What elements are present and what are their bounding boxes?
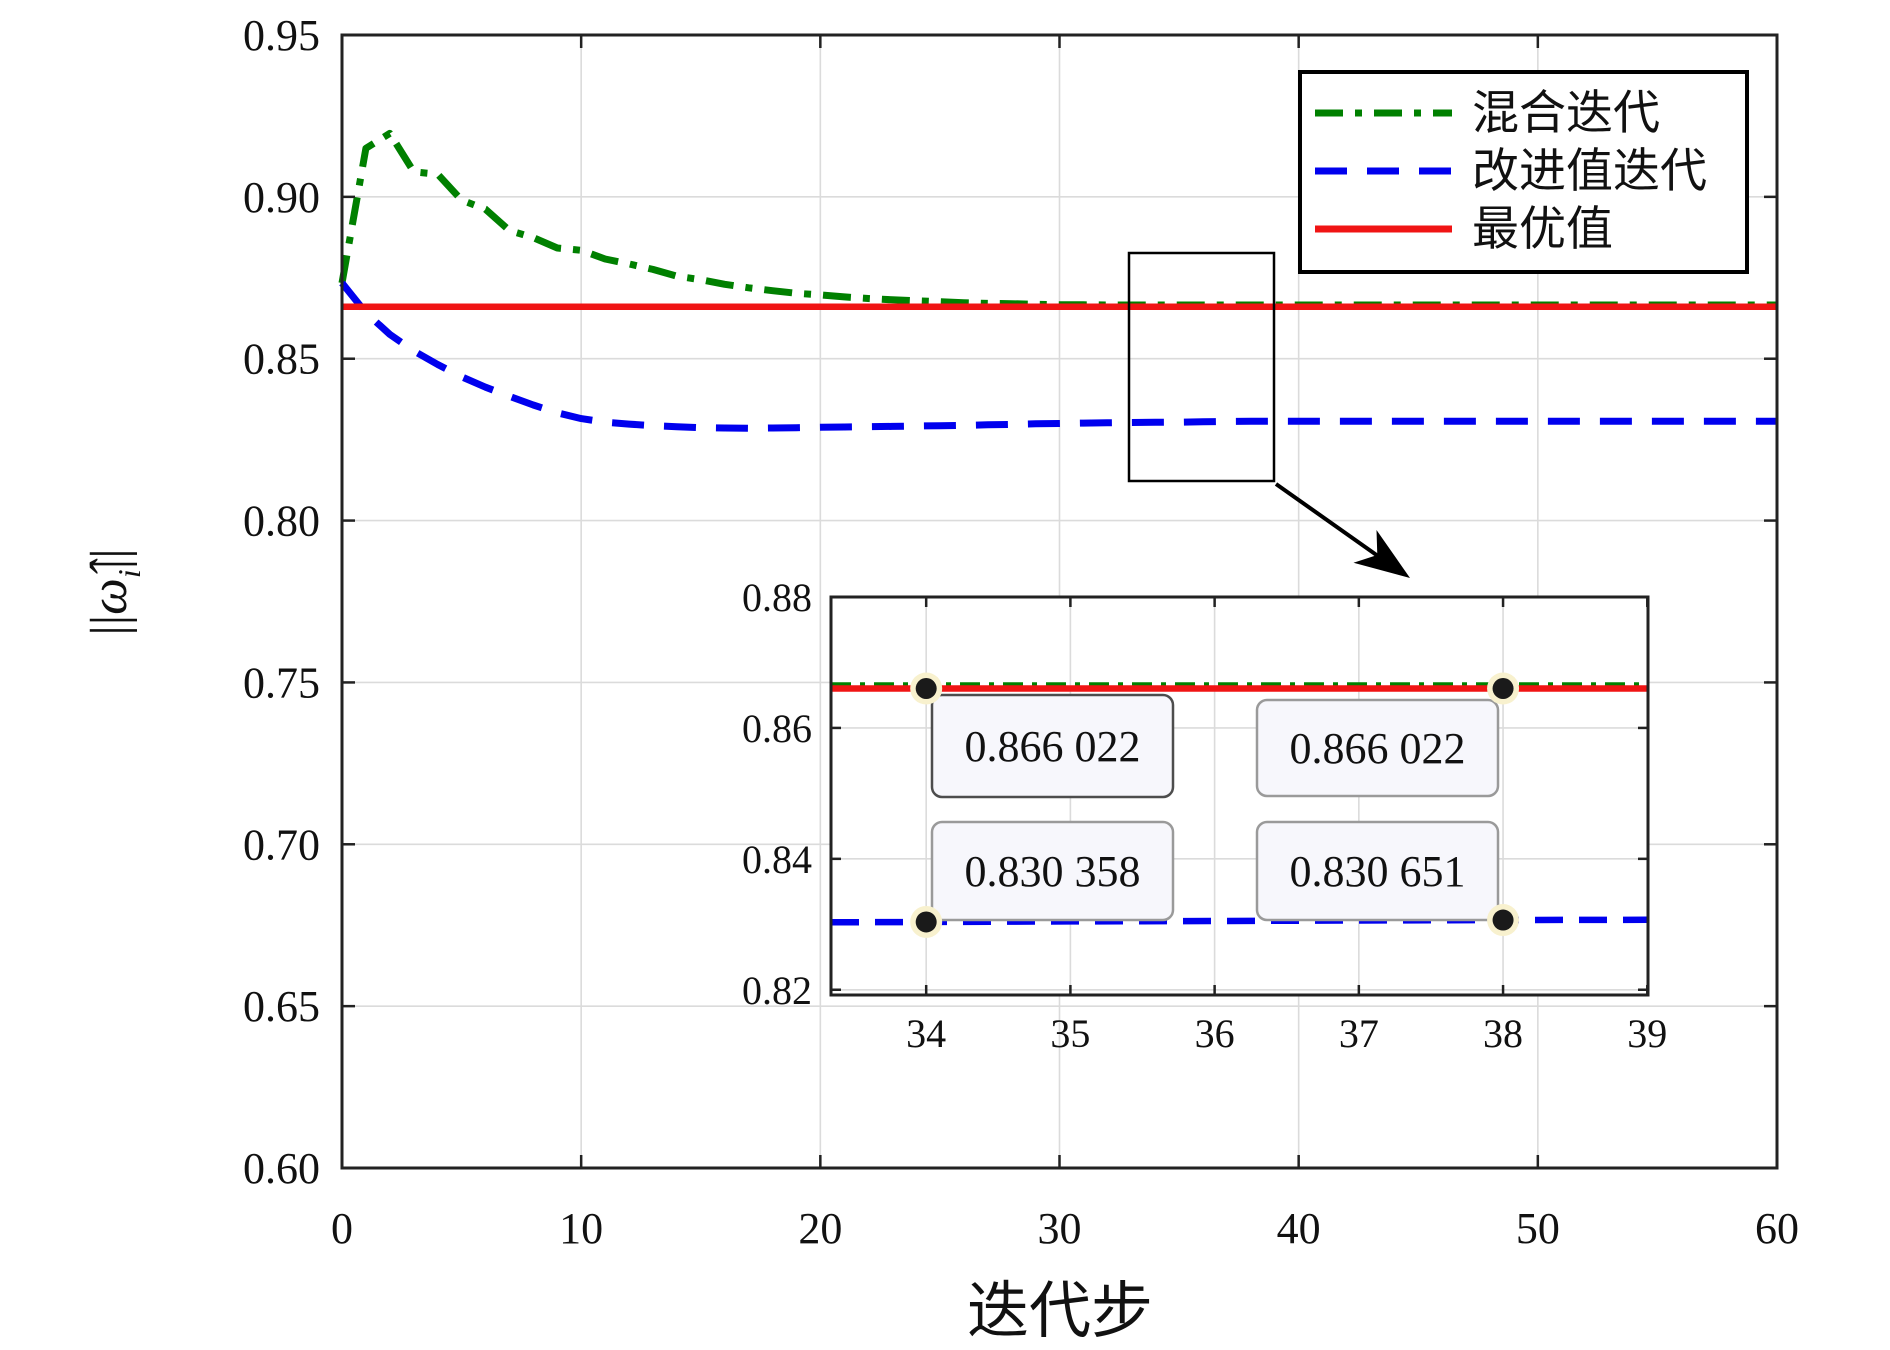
- inset-ytick-label: 0.88: [742, 575, 812, 620]
- ytick-label: 0.60: [243, 1144, 320, 1193]
- inset-xtick-label: 34: [906, 1011, 946, 1056]
- zoom-arrow-line: [1274, 482, 1387, 563]
- inset-xtick-label: 38: [1483, 1011, 1523, 1056]
- inset-axes: 34 35 36 37 38 39 0.82 0.84 0.86 0.88: [742, 575, 1667, 1056]
- xtick-label: 50: [1516, 1204, 1560, 1253]
- inset-ytick-label: 0.86: [742, 706, 812, 751]
- xtick-label: 60: [1755, 1204, 1799, 1253]
- legend-label-improved-value-iteration: 改进值迭代: [1472, 146, 1707, 198]
- ytick-label: 0.90: [243, 173, 320, 222]
- zoom-arrow-head: [1353, 530, 1410, 578]
- inset-ticks: [831, 595, 1649, 995]
- main-improved-value-iteration-line: [339, 280, 1777, 432]
- ytick-label: 0.85: [243, 335, 320, 384]
- inset-ytick-label: 0.84: [742, 837, 812, 882]
- ytick-label: 0.80: [243, 497, 320, 546]
- datatips: 0.866 022 0.866 022 0.830 358 0.830 651: [930, 693, 1500, 922]
- datatip-box: [1255, 820, 1500, 922]
- inset-xtick-label: 37: [1339, 1011, 1379, 1056]
- xtick-label: 0: [331, 1204, 353, 1253]
- datatip-markers: [910, 672, 1520, 938]
- ytick-label: 0.65: [243, 982, 320, 1031]
- xtick-label: 20: [798, 1204, 842, 1253]
- datatip-box: [1255, 698, 1500, 798]
- inset-xtick-label: 35: [1050, 1011, 1090, 1056]
- datatip-value: 0.866 022: [1290, 724, 1466, 773]
- datatip-value: 0.866 022: [965, 722, 1141, 771]
- datatip-value: 0.830 358: [965, 847, 1141, 896]
- marker-dot: [1492, 678, 1514, 700]
- legend-label-optimal-value: 最优值: [1472, 204, 1613, 256]
- marker-dot: [915, 911, 937, 933]
- datatip-box: [930, 820, 1175, 922]
- y-axis-label: ||ω̂i||: [81, 548, 147, 635]
- ytick-label: 0.70: [243, 820, 320, 869]
- marker-dot: [1492, 909, 1514, 931]
- xtick-label: 10: [559, 1204, 603, 1253]
- inset-xtick-label: 39: [1627, 1011, 1667, 1056]
- marker-dot: [915, 678, 937, 700]
- inset-xtick-label: 36: [1195, 1011, 1235, 1056]
- main-ytick-labels: 0.60 0.65 0.70 0.75 0.80 0.85 0.90 0.95: [243, 11, 320, 1193]
- zoom-region-rect: [1127, 251, 1276, 483]
- xtick-label: 30: [1038, 1204, 1082, 1253]
- legend-label-hybrid-iteration: 混合迭代: [1472, 88, 1660, 140]
- datatip-value: 0.830 651: [1290, 847, 1466, 896]
- inset-frame: [829, 595, 1650, 997]
- main-ticks: [340, 33, 1779, 1170]
- x-axis-label: 迭代步: [967, 1278, 1153, 1346]
- ytick-label: 0.75: [243, 658, 320, 707]
- inset-ytick-label: 0.82: [742, 968, 812, 1013]
- ytick-label: 0.95: [243, 11, 320, 60]
- xtick-label: 40: [1277, 1204, 1321, 1253]
- datatip-box: [930, 693, 1175, 799]
- main-xtick-labels: 0 10 20 30 40 50 60: [331, 1204, 1799, 1253]
- main-series: [338, 129, 1777, 432]
